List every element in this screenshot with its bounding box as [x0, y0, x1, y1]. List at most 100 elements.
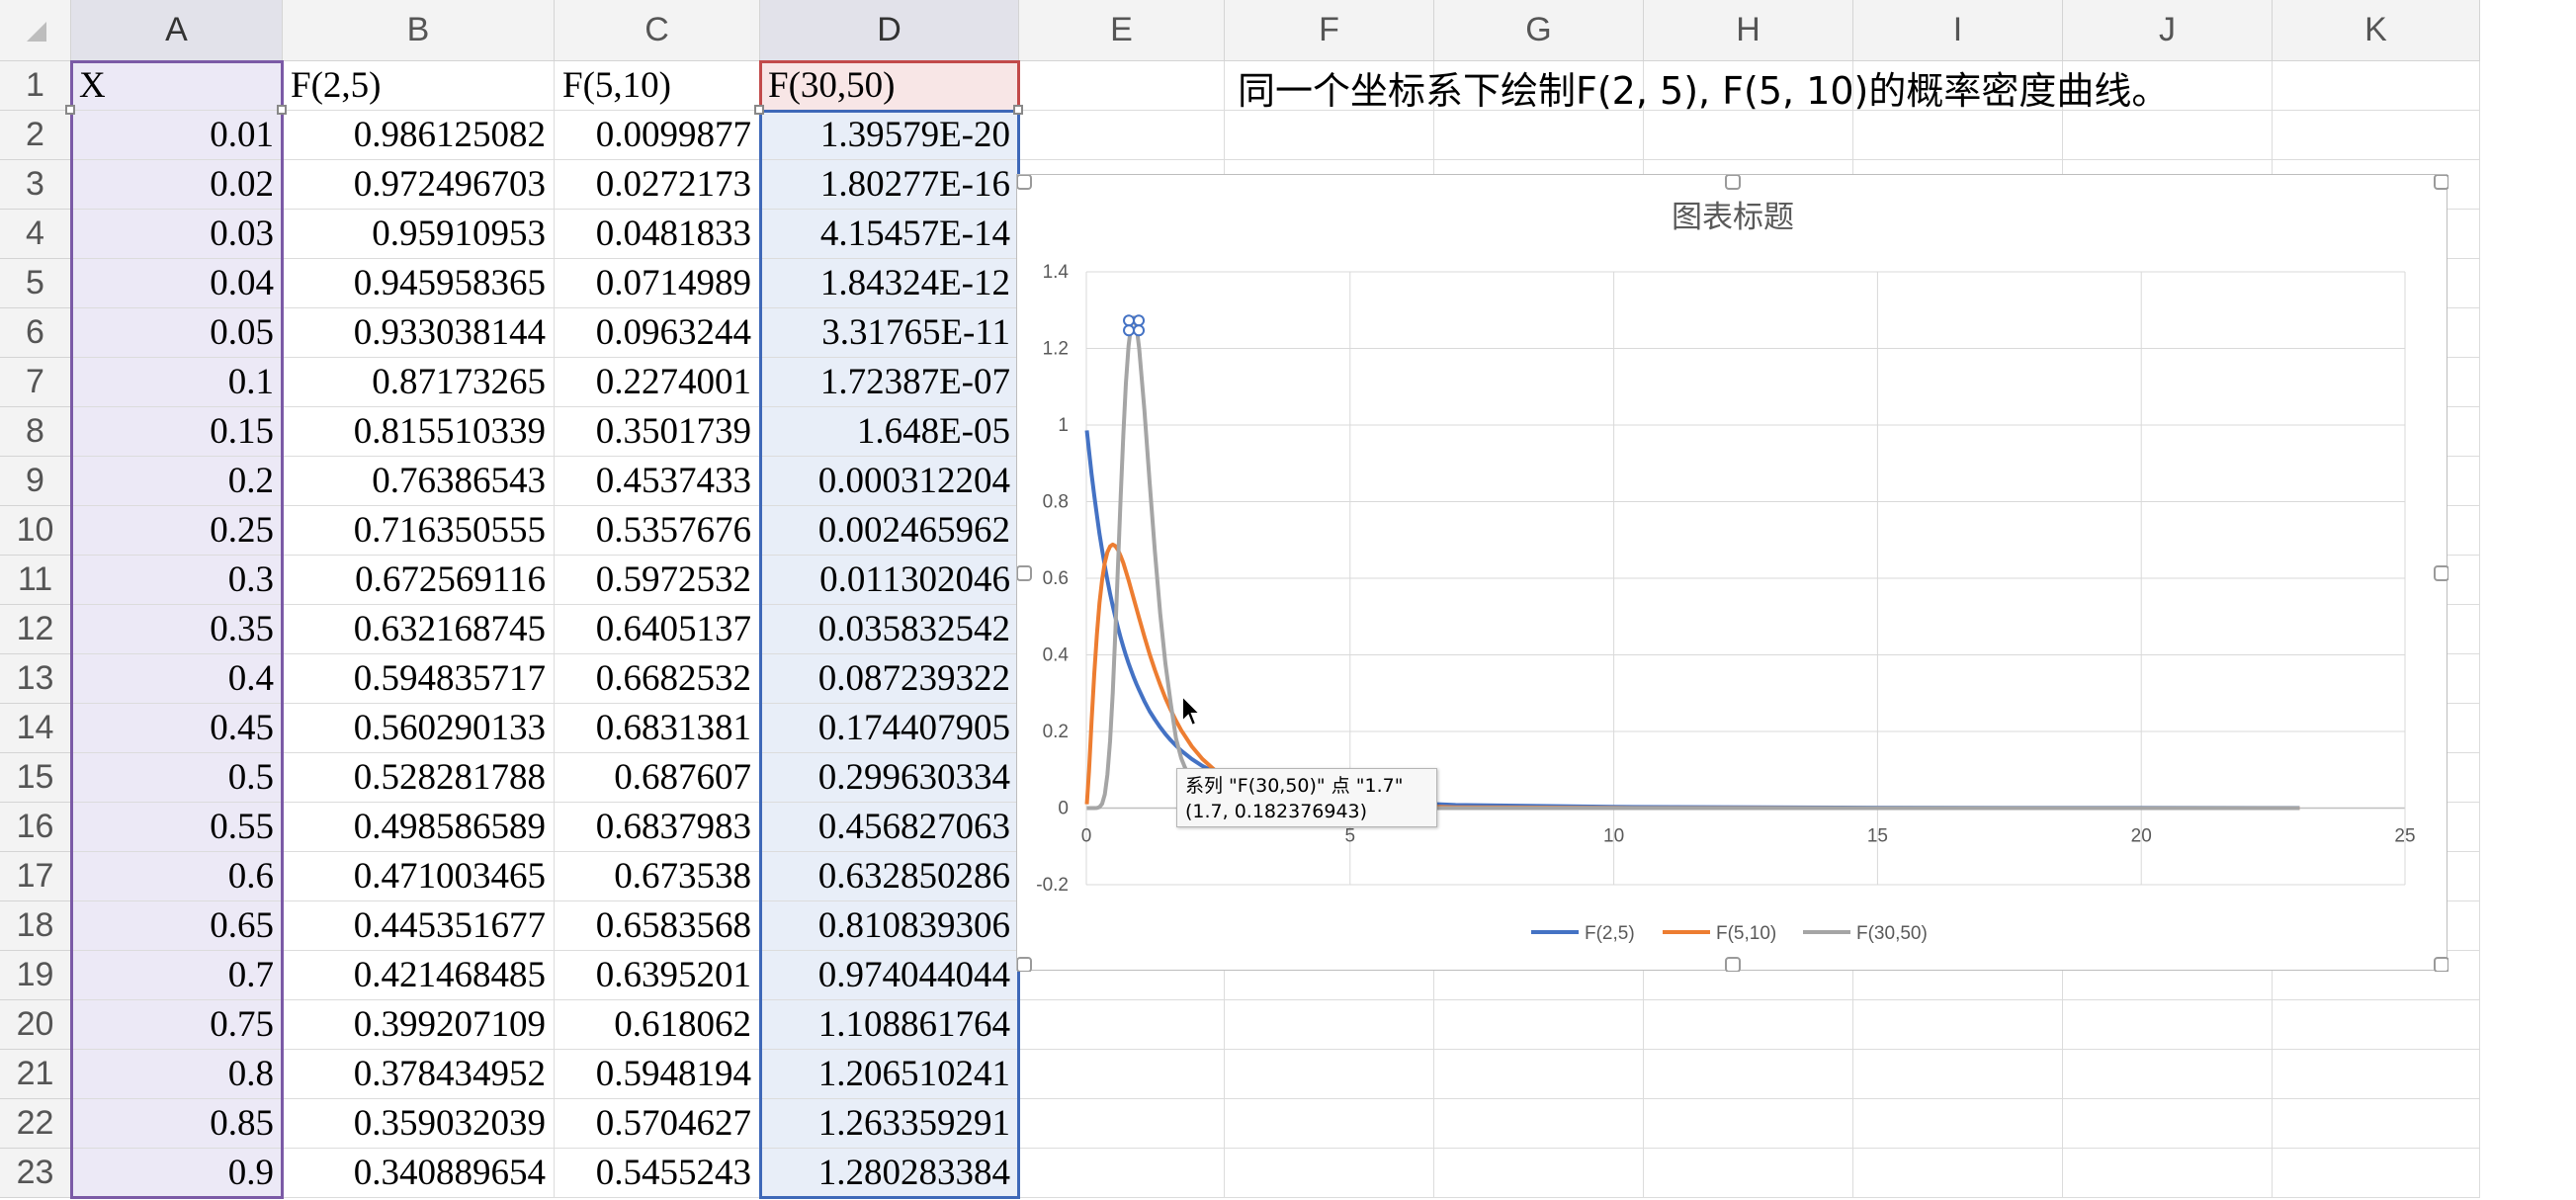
- cell-a6[interactable]: 0.05: [71, 308, 283, 358]
- cell-k21[interactable]: [2273, 1050, 2480, 1099]
- cell-d3[interactable]: 1.80277E-16: [760, 160, 1019, 210]
- cell-d19[interactable]: 0.974044044: [760, 951, 1019, 1000]
- row-header-23[interactable]: 23: [0, 1149, 71, 1198]
- cell-d8[interactable]: 1.648E-05: [760, 407, 1019, 457]
- cell-b16[interactable]: 0.498586589: [283, 803, 555, 852]
- cell-a18[interactable]: 0.65: [71, 901, 283, 951]
- cell-b2[interactable]: 0.986125082: [283, 111, 555, 160]
- cell-c12[interactable]: 0.6405137: [555, 605, 760, 654]
- cell-g19[interactable]: [1434, 951, 1644, 1000]
- cell-b11[interactable]: 0.672569116: [283, 556, 555, 605]
- cell-j19[interactable]: [2063, 951, 2273, 1000]
- cell-c13[interactable]: 0.6682532: [555, 654, 760, 704]
- cell-c21[interactable]: 0.5948194: [555, 1050, 760, 1099]
- cell-d9[interactable]: 0.000312204: [760, 457, 1019, 506]
- row-header-12[interactable]: 12: [0, 605, 71, 654]
- cell-d16[interactable]: 0.456827063: [760, 803, 1019, 852]
- cell-a8[interactable]: 0.15: [71, 407, 283, 457]
- row-header-19[interactable]: 19: [0, 951, 71, 1000]
- note-cell-f1[interactable]: 同一个坐标系下绘制F(2, 5), F(5, 10)的概率密度曲线。: [1238, 68, 2170, 113]
- row-header-18[interactable]: 18: [0, 901, 71, 951]
- cell-d5[interactable]: 1.84324E-12: [760, 259, 1019, 308]
- cell-c3[interactable]: 0.0272173: [555, 160, 760, 210]
- cell-d18[interactable]: 0.810839306: [760, 901, 1019, 951]
- cell-d23[interactable]: 1.280283384: [760, 1149, 1019, 1198]
- cell-d11[interactable]: 0.011302046: [760, 556, 1019, 605]
- cell-h2[interactable]: [1644, 111, 1853, 160]
- row-header-5[interactable]: 5: [0, 259, 71, 308]
- cell-d20[interactable]: 1.108861764: [760, 1000, 1019, 1050]
- cell-c5[interactable]: 0.0714989: [555, 259, 760, 308]
- row-header-17[interactable]: 17: [0, 852, 71, 901]
- cell-d21[interactable]: 1.206510241: [760, 1050, 1019, 1099]
- cell-c15[interactable]: 0.687607: [555, 753, 760, 803]
- row-header-9[interactable]: 9: [0, 457, 71, 506]
- cell-d6[interactable]: 3.31765E-11: [760, 308, 1019, 358]
- row-header-14[interactable]: 14: [0, 704, 71, 753]
- column-header-a[interactable]: A: [71, 0, 283, 61]
- cell-e23[interactable]: [1019, 1149, 1225, 1198]
- cell-h20[interactable]: [1644, 1000, 1853, 1050]
- cell-a12[interactable]: 0.35: [71, 605, 283, 654]
- cell-a1[interactable]: X: [71, 61, 283, 111]
- cell-a5[interactable]: 0.04: [71, 259, 283, 308]
- row-header-13[interactable]: 13: [0, 654, 71, 704]
- cell-h1[interactable]: [1644, 61, 1853, 111]
- cell-a10[interactable]: 0.25: [71, 506, 283, 556]
- cell-f23[interactable]: [1225, 1149, 1434, 1198]
- cell-f2[interactable]: [1225, 111, 1434, 160]
- cell-a14[interactable]: 0.45: [71, 704, 283, 753]
- cell-c8[interactable]: 0.3501739: [555, 407, 760, 457]
- cell-k1[interactable]: [2273, 61, 2480, 111]
- cell-a9[interactable]: 0.2: [71, 457, 283, 506]
- cell-b8[interactable]: 0.815510339: [283, 407, 555, 457]
- cell-i23[interactable]: [1853, 1149, 2063, 1198]
- column-header-b[interactable]: B: [283, 0, 555, 61]
- cell-g20[interactable]: [1434, 1000, 1644, 1050]
- column-header-d[interactable]: D: [760, 0, 1019, 61]
- cell-d22[interactable]: 1.263359291: [760, 1099, 1019, 1149]
- cell-e22[interactable]: [1019, 1099, 1225, 1149]
- cell-d13[interactable]: 0.087239322: [760, 654, 1019, 704]
- cell-a2[interactable]: 0.01: [71, 111, 283, 160]
- cell-g23[interactable]: [1434, 1149, 1644, 1198]
- cell-j23[interactable]: [2063, 1149, 2273, 1198]
- cell-b23[interactable]: 0.340889654: [283, 1149, 555, 1198]
- cell-a17[interactable]: 0.6: [71, 852, 283, 901]
- cell-h21[interactable]: [1644, 1050, 1853, 1099]
- cell-b17[interactable]: 0.471003465: [283, 852, 555, 901]
- cell-c2[interactable]: 0.0099877: [555, 111, 760, 160]
- cell-b7[interactable]: 0.87173265: [283, 358, 555, 407]
- selection-handle[interactable]: [65, 105, 75, 115]
- cell-i19[interactable]: [1853, 951, 2063, 1000]
- cell-a20[interactable]: 0.75: [71, 1000, 283, 1050]
- column-header-i[interactable]: I: [1853, 0, 2063, 61]
- cell-d4[interactable]: 4.15457E-14: [760, 210, 1019, 259]
- cell-f21[interactable]: [1225, 1050, 1434, 1099]
- cell-e21[interactable]: [1019, 1050, 1225, 1099]
- cell-b13[interactable]: 0.594835717: [283, 654, 555, 704]
- row-header-15[interactable]: 15: [0, 753, 71, 803]
- column-header-h[interactable]: H: [1644, 0, 1853, 61]
- cell-k2[interactable]: [2273, 111, 2480, 160]
- cell-e20[interactable]: [1019, 1000, 1225, 1050]
- cell-a3[interactable]: 0.02: [71, 160, 283, 210]
- cell-a11[interactable]: 0.3: [71, 556, 283, 605]
- select-all-corner[interactable]: [0, 0, 71, 61]
- cell-d10[interactable]: 0.002465962: [760, 506, 1019, 556]
- cell-c17[interactable]: 0.673538: [555, 852, 760, 901]
- cell-j20[interactable]: [2063, 1000, 2273, 1050]
- row-header-1[interactable]: 1: [0, 61, 71, 111]
- cell-f20[interactable]: [1225, 1000, 1434, 1050]
- cell-c11[interactable]: 0.5972532: [555, 556, 760, 605]
- cell-b22[interactable]: 0.359032039: [283, 1099, 555, 1149]
- cell-d7[interactable]: 1.72387E-07: [760, 358, 1019, 407]
- cell-i22[interactable]: [1853, 1099, 2063, 1149]
- row-header-3[interactable]: 3: [0, 160, 71, 210]
- cell-b19[interactable]: 0.421468485: [283, 951, 555, 1000]
- row-header-10[interactable]: 10: [0, 506, 71, 556]
- column-header-g[interactable]: G: [1434, 0, 1644, 61]
- cell-b12[interactable]: 0.632168745: [283, 605, 555, 654]
- row-header-2[interactable]: 2: [0, 111, 71, 160]
